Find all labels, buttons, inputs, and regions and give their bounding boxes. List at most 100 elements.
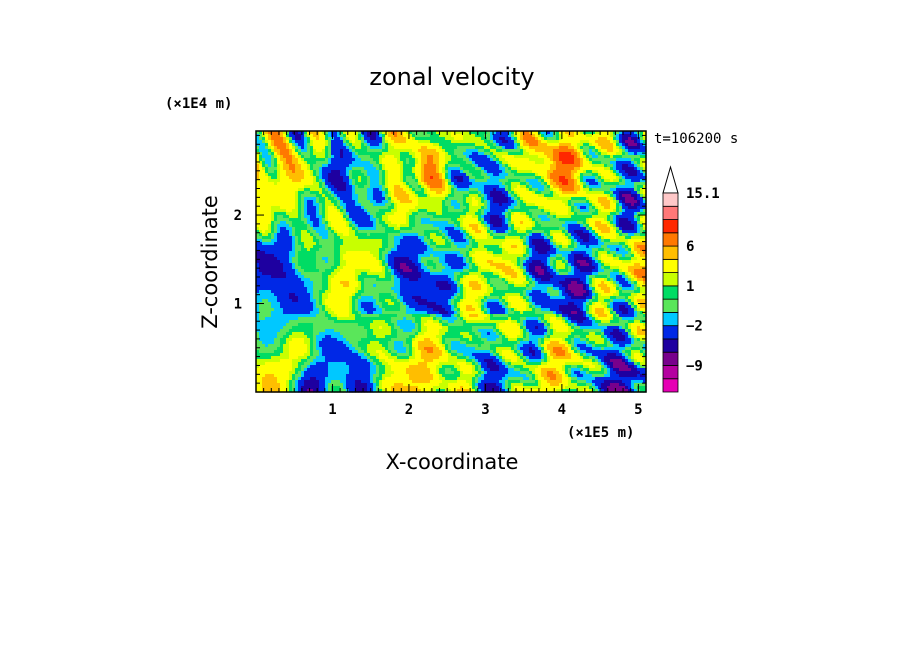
contour-cell <box>514 215 518 219</box>
contour-cell <box>622 239 626 243</box>
contour-cell <box>451 188 455 192</box>
contour-cell <box>538 197 542 201</box>
contour-cell <box>355 203 359 207</box>
contour-cell <box>532 173 536 177</box>
contour-cell <box>580 173 584 177</box>
contour-cell <box>619 200 623 204</box>
contour-cell <box>604 164 608 168</box>
contour-cell <box>535 230 539 234</box>
contour-cell <box>385 218 389 222</box>
contour-cell <box>583 188 587 192</box>
contour-cell <box>412 131 416 135</box>
contour-cell <box>352 143 356 147</box>
contour-cell <box>499 227 503 231</box>
contour-cell <box>598 203 602 207</box>
contour-cell <box>550 152 554 156</box>
contour-cell <box>316 137 320 141</box>
contour-cell <box>601 140 605 144</box>
contour-cell <box>472 161 476 165</box>
contour-cell <box>481 146 485 150</box>
contour-cell <box>583 209 587 213</box>
contour-cell <box>373 212 377 216</box>
contour-cell <box>499 191 503 195</box>
contour-cell <box>445 152 449 156</box>
contour-cell <box>364 233 368 237</box>
contour-cell <box>532 203 536 207</box>
contour-cell <box>376 167 380 171</box>
contour-cell <box>514 185 518 189</box>
contour-cell <box>370 173 374 177</box>
contour-cell <box>571 152 575 156</box>
contour-cell <box>643 158 647 162</box>
contour-cell <box>640 149 644 153</box>
contour-cell <box>589 242 593 246</box>
contour-cell <box>352 137 356 141</box>
contour-cell <box>574 224 578 228</box>
contour-cell <box>592 137 596 141</box>
contour-cell <box>574 158 578 162</box>
contour-cell <box>577 194 581 198</box>
contour-cell <box>457 185 461 189</box>
contour-cell <box>382 227 386 231</box>
contour-cell <box>409 239 413 243</box>
contour-cell <box>274 170 278 174</box>
contour-cell <box>532 191 536 195</box>
contour-cell <box>409 221 413 225</box>
contour-cell <box>478 221 482 225</box>
contour-cell <box>625 212 629 216</box>
contour-cell <box>433 239 437 243</box>
contour-cell <box>385 167 389 171</box>
contour-cell <box>415 209 419 213</box>
contour-cell <box>562 161 566 165</box>
contour-cell <box>595 206 599 210</box>
contour-cell <box>604 149 608 153</box>
contour-cell <box>268 218 272 222</box>
contour-cell <box>307 230 311 234</box>
contour-cell <box>517 188 521 192</box>
contour-cell <box>433 155 437 159</box>
contour-cell <box>592 167 596 171</box>
contour-cell <box>511 212 515 216</box>
contour-cell <box>271 173 275 177</box>
contour-cell <box>637 194 641 198</box>
contour-cell <box>361 158 365 162</box>
contour-cell <box>487 176 491 180</box>
contour-cell <box>295 143 299 147</box>
contour-cell <box>511 221 515 225</box>
contour-cell <box>613 146 617 150</box>
contour-cell <box>280 155 284 159</box>
contour-cell <box>535 182 539 186</box>
contour-cell <box>424 227 428 231</box>
contour-cell <box>640 170 644 174</box>
contour-cell <box>514 137 518 141</box>
contour-cell <box>337 137 341 141</box>
contour-cell <box>553 146 557 150</box>
contour-cell <box>499 149 503 153</box>
contour-cell <box>469 209 473 213</box>
contour-cell <box>343 200 347 204</box>
contour-cell <box>487 179 491 183</box>
contour-cell <box>634 203 638 207</box>
contour-cell <box>304 152 308 156</box>
contour-cell <box>592 173 596 177</box>
contour-cell <box>490 233 494 237</box>
contour-cell <box>595 224 599 228</box>
contour-cell <box>439 131 443 135</box>
contour-cell <box>487 230 491 234</box>
contour-cell <box>547 143 551 147</box>
contour-cell <box>619 224 623 228</box>
contour-cell <box>583 179 587 183</box>
contour-cell <box>634 155 638 159</box>
contour-cell <box>601 143 605 147</box>
contour-cell <box>430 173 434 177</box>
contour-cell <box>565 149 569 153</box>
contour-cell <box>541 215 545 219</box>
contour-cell <box>631 185 635 189</box>
contour-cell <box>463 143 467 147</box>
contour-cell <box>436 179 440 183</box>
contour-cell <box>400 224 404 228</box>
contour-cell <box>307 221 311 225</box>
contour-cell <box>610 242 614 246</box>
contour-cell <box>397 203 401 207</box>
contour-cell <box>337 191 341 195</box>
